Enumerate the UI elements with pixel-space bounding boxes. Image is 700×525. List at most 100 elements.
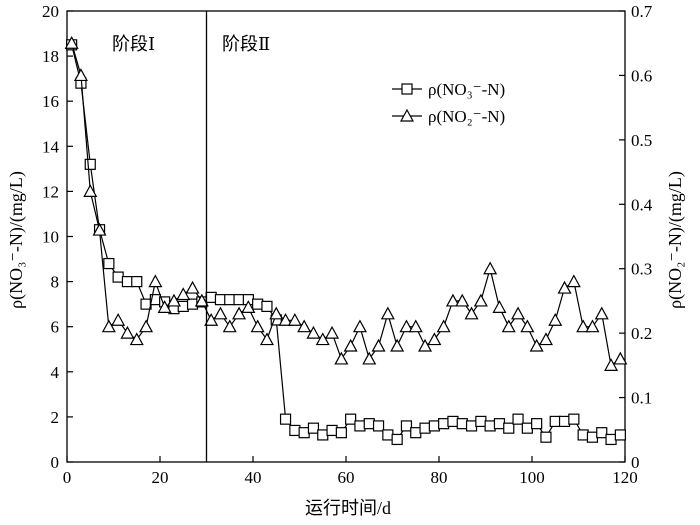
right-tick-label: 0 — [631, 453, 640, 472]
data-point-square — [428, 420, 440, 432]
data-point-square — [233, 294, 245, 306]
data-point-square — [549, 415, 561, 428]
bottom-tick-label: 80 — [431, 468, 448, 487]
data-point-triangle — [111, 313, 126, 326]
series-nitrite — [64, 35, 628, 371]
data-point-triangle — [427, 332, 442, 346]
right-tick-label: 0.4 — [631, 195, 653, 214]
data-point-square — [372, 420, 385, 432]
data-point-triangle — [73, 68, 88, 82]
data-point-triangle — [511, 306, 526, 320]
data-point-square — [465, 420, 478, 432]
data-point-square — [456, 418, 468, 430]
data-point-triangle — [399, 319, 414, 333]
series-line — [71, 44, 621, 441]
data-point-triangle — [501, 319, 516, 333]
left-tick-label: 14 — [42, 137, 60, 156]
right-tick-label: 0.3 — [631, 260, 652, 279]
data-point-triangle — [408, 319, 423, 333]
data-point-triangle — [529, 338, 544, 352]
legend-marker-triangle — [399, 108, 415, 122]
data-point-triangle — [613, 351, 628, 365]
data-point-square — [121, 276, 134, 288]
data-point-square — [131, 276, 143, 288]
bottom-tick-label: 40 — [245, 468, 262, 487]
data-point-triangle — [157, 300, 172, 313]
data-point-triangle — [259, 332, 274, 346]
data-point-triangle — [538, 332, 553, 346]
data-point-triangle — [520, 319, 535, 333]
data-point-square — [614, 429, 626, 441]
series-line — [71, 43, 621, 367]
right-tick-label: 0.2 — [631, 324, 652, 343]
data-point-triangle — [120, 325, 135, 339]
data-point-triangle — [139, 319, 154, 333]
right-tick-label: 0.7 — [631, 2, 653, 21]
left-tick-label: 12 — [42, 182, 59, 201]
data-point-square — [493, 418, 506, 430]
right-tick-label: 0.5 — [631, 131, 652, 150]
data-point-triangle — [287, 313, 302, 326]
data-point-square — [205, 291, 217, 303]
data-point-triangle — [64, 35, 79, 49]
data-point-square — [261, 300, 273, 313]
data-point-triangle — [464, 306, 479, 320]
bottom-tick-label: 100 — [519, 468, 545, 487]
right-tick-label: 0.6 — [631, 66, 652, 85]
series-nitrate — [66, 39, 626, 446]
data-point-triangle — [250, 319, 265, 333]
data-point-triangle — [380, 306, 395, 320]
data-point-triangle — [418, 338, 433, 352]
data-point-triangle — [436, 319, 451, 333]
data-point-triangle — [371, 338, 386, 352]
data-point-square — [317, 429, 329, 441]
data-point-triangle — [604, 358, 619, 371]
data-point-square — [224, 294, 236, 306]
left-tick-label: 16 — [42, 92, 59, 111]
data-point-triangle — [566, 274, 581, 288]
series-layer — [64, 35, 628, 446]
bottom-tick-label: 120 — [612, 468, 638, 487]
data-point-square — [345, 413, 357, 425]
data-point-square — [577, 429, 589, 441]
data-point-triangle — [185, 280, 200, 294]
data-point-square — [475, 415, 487, 428]
data-point-triangle — [129, 332, 144, 346]
data-point-triangle — [194, 293, 209, 307]
phase-2-label: 阶段Ⅱ — [222, 34, 270, 54]
data-point-triangle — [269, 306, 284, 320]
left-tick-label: 0 — [51, 453, 60, 472]
bottom-axis-ticks: 0 20 40 60 80 100 120 — [63, 456, 638, 487]
data-point-square — [354, 420, 366, 432]
bottom-tick-label: 20 — [152, 468, 169, 487]
x-axis-title: 运行时间/d — [305, 498, 391, 518]
legend: ρ(NO₃⁻-N) ρ(NO₂⁻-N) — [392, 80, 505, 126]
right-tick-label: 0.1 — [631, 389, 652, 408]
left-tick-label: 20 — [42, 2, 59, 21]
bottom-tick-label: 60 — [338, 468, 355, 487]
data-point-triangle — [241, 300, 256, 313]
data-point-triangle — [83, 184, 98, 197]
left-tick-label: 10 — [42, 228, 59, 247]
data-point-triangle — [576, 319, 591, 333]
data-point-square — [596, 427, 608, 439]
data-point-triangle — [585, 319, 600, 333]
left-tick-label: 8 — [51, 273, 60, 292]
data-point-square — [252, 298, 264, 310]
data-point-square — [84, 158, 96, 170]
left-tick-label: 6 — [51, 318, 60, 337]
data-point-triangle — [343, 338, 358, 352]
data-point-triangle — [278, 313, 293, 326]
data-point-square — [400, 420, 413, 432]
data-point-square — [382, 429, 394, 441]
data-point-triangle — [473, 293, 488, 307]
data-point-square — [558, 415, 571, 428]
data-point-square — [586, 431, 599, 443]
data-point-square — [186, 298, 199, 310]
data-point-triangle — [352, 319, 367, 333]
legend-label-nitrate: ρ(NO₃⁻-N) — [428, 80, 505, 99]
data-point-triangle — [148, 274, 163, 288]
left-tick-label: 2 — [51, 408, 60, 427]
data-point-triangle — [325, 325, 340, 339]
data-point-triangle — [306, 325, 321, 339]
